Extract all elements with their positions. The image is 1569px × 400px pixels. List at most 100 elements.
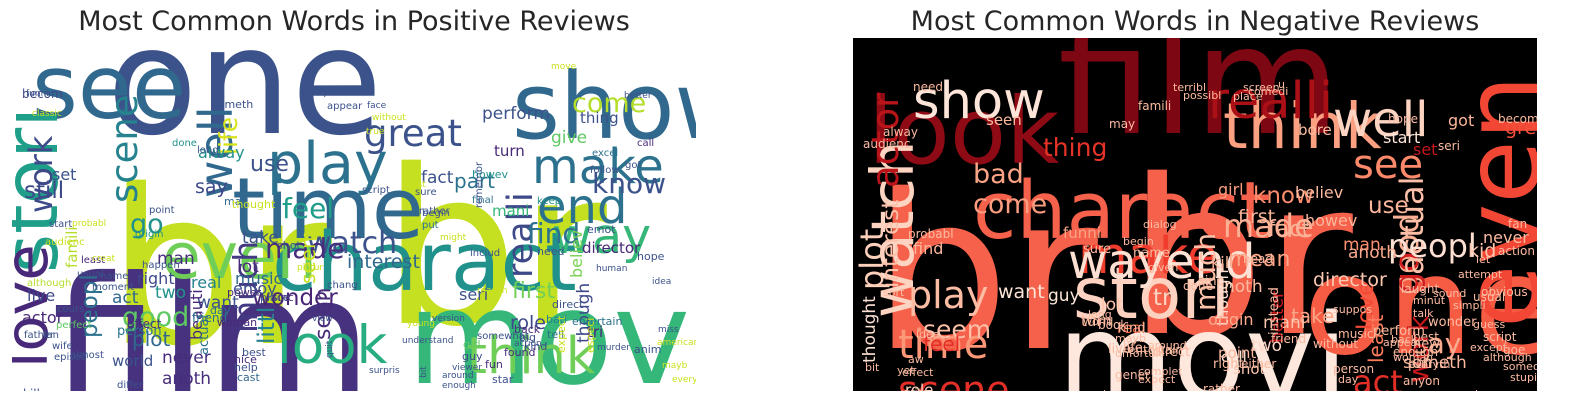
word-negative-38: love — [1353, 282, 1379, 330]
word-negative-94: wonder — [1428, 315, 1477, 330]
word-negative-151: someon — [1503, 360, 1537, 373]
word-positive-44: role — [510, 312, 546, 334]
word-negative-47: great — [1505, 117, 1537, 139]
word-positive-68: enjoy — [233, 279, 277, 298]
word-positive-129: put — [422, 220, 439, 231]
word-positive-61: music — [235, 269, 282, 288]
word-negative-144: appear — [1383, 336, 1422, 349]
word-positive-99: found — [504, 346, 536, 359]
word-negative-136: expect — [1138, 373, 1176, 386]
word-positive-52: lot — [237, 257, 259, 277]
word-negative-88: direct — [1153, 345, 1190, 360]
word-negative-103: gener — [1115, 368, 1150, 382]
word-negative-90: perform — [1373, 324, 1425, 339]
word-positive-90: sinc — [272, 291, 294, 304]
word-positive-12: love — [12, 244, 61, 368]
word-negative-157: talk — [1413, 307, 1434, 320]
word-positive-131: script — [362, 185, 390, 196]
word-positive-142: chang — [327, 280, 358, 291]
word-positive-187: move — [551, 62, 577, 72]
word-negative-32: bad — [973, 159, 1024, 190]
word-positive-146: name — [100, 271, 128, 282]
word-negative-31: much — [1189, 233, 1222, 311]
word-negative-20: play — [908, 273, 988, 317]
word-positive-117: fan — [43, 330, 59, 341]
word-positive-184: might — [440, 233, 467, 243]
word-negative-86: live — [1108, 342, 1131, 357]
word-negative-16: well — [1333, 92, 1428, 148]
word-negative-121: need — [913, 80, 943, 94]
word-positive-185: reason — [477, 286, 507, 296]
word-negative-129: yet — [897, 364, 915, 377]
word-positive-19: great — [364, 112, 462, 155]
word-negative-124: alway — [883, 125, 918, 139]
word-negative-84: name — [1133, 246, 1170, 261]
word-negative-133: long — [1088, 308, 1112, 321]
word-negative-34: thing — [1043, 133, 1107, 162]
word-positive-175: miss — [658, 325, 679, 335]
word-negative-19: scene — [898, 368, 1010, 391]
word-positive-123: point — [149, 205, 175, 216]
word-positive-134: final — [472, 195, 494, 206]
word-positive-37: seen — [311, 288, 336, 340]
word-positive-156: quit — [325, 340, 335, 358]
word-positive-149: wife — [52, 341, 73, 352]
word-positive-165: human — [596, 264, 627, 274]
word-negative-107: entertain — [1128, 343, 1183, 357]
word-negative-62: set — [1413, 140, 1437, 159]
word-positive-24: watch — [307, 226, 397, 261]
word-positive-138: origin — [135, 229, 163, 240]
word-positive-97: need — [537, 245, 565, 258]
word-negative-52: noth — [1224, 277, 1263, 297]
word-positive-167: murder — [597, 343, 630, 353]
word-negative-138: given — [1148, 261, 1178, 274]
word-positive-16: make — [532, 139, 664, 195]
word-negative-135: complet — [1138, 365, 1183, 378]
word-negative-164: comedi — [1248, 85, 1288, 98]
word-positive-86: cast — [237, 371, 261, 384]
word-positive-112: especi — [584, 318, 597, 353]
word-negative-81: point — [1218, 344, 1256, 362]
word-positive-75: mani — [492, 202, 529, 220]
word-positive-51: man — [157, 249, 195, 269]
word-positive-106: anim — [634, 343, 661, 356]
word-negative-113: head — [1243, 252, 1273, 266]
word-positive-0: br — [107, 143, 332, 391]
wordcloud-background — [12, 38, 696, 391]
word-positive-147: moment — [92, 282, 134, 293]
word-positive-64: beauti — [187, 289, 206, 340]
word-positive-88: power — [227, 286, 261, 299]
word-negative-162: let — [1476, 253, 1491, 266]
word-positive-177: pictur — [297, 263, 323, 273]
word-positive-4: one — [107, 38, 382, 168]
word-positive-100: star — [492, 373, 514, 386]
word-negative-148: day — [1338, 373, 1359, 386]
word-positive-159: surpris — [369, 366, 400, 376]
word-negative-149: suppos — [1333, 303, 1372, 316]
word-negative-1: br — [1128, 133, 1353, 384]
word-positive-11: play — [267, 131, 388, 197]
word-negative-23: go — [1387, 252, 1426, 293]
word-negative-44: least — [1364, 314, 1388, 363]
word-positive-115: thought — [232, 198, 276, 211]
word-negative-153: cast — [1523, 389, 1537, 391]
word-positive-186: action — [514, 339, 542, 349]
word-negative-22: good — [1387, 213, 1426, 295]
word-positive-13: look — [277, 315, 388, 376]
word-negative-105: anyon — [1403, 374, 1440, 388]
word-positive-67: alway — [198, 143, 245, 162]
word-positive-126: audienc — [45, 237, 85, 248]
word-positive-22: much — [226, 241, 265, 333]
word-negative-58: anoth — [1348, 243, 1397, 263]
word-positive-137: keep — [537, 196, 561, 207]
word-negative-72: origin — [1208, 310, 1254, 329]
word-positive-169: face — [367, 101, 387, 111]
word-positive-150: episod — [54, 352, 87, 363]
word-negative-70: kill — [1211, 253, 1234, 272]
word-negative-131: around — [1148, 339, 1187, 352]
word-negative-154: although — [1483, 351, 1532, 364]
word-positive-77: actual — [197, 315, 212, 355]
word-positive-144: perfect — [56, 320, 92, 331]
word-negative-92: kind — [1118, 321, 1146, 336]
word-positive-110: entertain — [572, 315, 622, 328]
